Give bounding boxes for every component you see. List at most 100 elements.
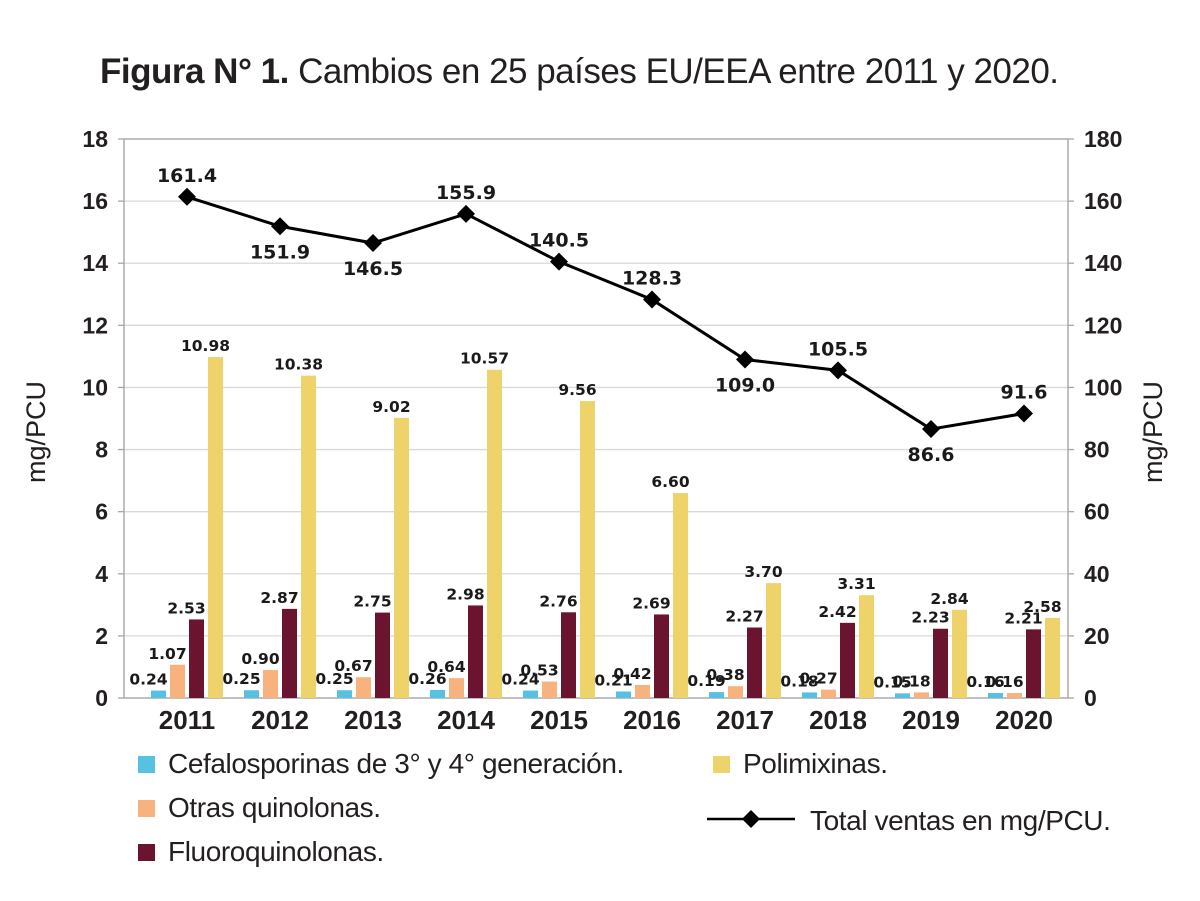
bar-value-label: 0.19 bbox=[687, 672, 725, 690]
line-value-label: 140.5 bbox=[529, 230, 589, 252]
bar-3-2019 bbox=[952, 609, 967, 698]
left-axis-title: mg/PCU bbox=[21, 381, 51, 483]
bar-1-2011 bbox=[170, 664, 185, 698]
figure-title-text: Cambios en 25 países EU/EEA entre 2011 y… bbox=[288, 52, 1059, 91]
x-axis-label: 2019 bbox=[902, 705, 960, 735]
x-axis-label: 2015 bbox=[530, 705, 588, 735]
legend-swatch-otras-quinolonas bbox=[138, 799, 155, 817]
bar-1-2013 bbox=[356, 677, 371, 698]
bar-value-label: 2.21 bbox=[1004, 609, 1042, 627]
right-axis-tick-label: 40 bbox=[1084, 561, 1110, 587]
line-marker-diamond bbox=[457, 204, 475, 223]
line-value-label: 161.4 bbox=[157, 165, 217, 187]
bar-3-2012 bbox=[301, 375, 316, 698]
left-axis-tick-label: 12 bbox=[82, 312, 108, 338]
bar-value-label: 0.42 bbox=[613, 665, 651, 683]
right-axis-tick-label: 80 bbox=[1084, 437, 1110, 463]
bar-value-label: 0.21 bbox=[594, 671, 632, 689]
bar-2-2013 bbox=[375, 612, 390, 698]
bar-1-2015 bbox=[542, 681, 557, 698]
bar-1-2014 bbox=[449, 678, 464, 698]
legend-item-total-ventas: Total ventas en mg/PCU. bbox=[705, 805, 1111, 837]
x-axis-label: 2018 bbox=[809, 705, 867, 735]
bar-value-label: 2.98 bbox=[446, 585, 484, 603]
right-axis-tick-label: 160 bbox=[1084, 188, 1122, 214]
bar-0-2018 bbox=[802, 692, 817, 698]
line-value-label: 151.9 bbox=[250, 241, 310, 263]
bar-value-label: 0.25 bbox=[222, 670, 260, 688]
legend-swatch-polimixinas bbox=[713, 755, 730, 773]
right-axis-title: mg/PCU bbox=[1138, 381, 1168, 483]
line-marker-diamond bbox=[364, 234, 382, 253]
total-line bbox=[186, 195, 1025, 431]
bar-3-2020 bbox=[1045, 617, 1060, 698]
left-axis-tick-label: 18 bbox=[82, 126, 108, 152]
line-marker-diamond bbox=[643, 290, 661, 309]
bar-1-2019 bbox=[914, 692, 929, 698]
line-marker-diamond bbox=[922, 420, 940, 439]
bar-3-2018 bbox=[859, 595, 874, 698]
bar-value-label: 0.16 bbox=[985, 673, 1023, 691]
left-axis-tick-label: 8 bbox=[95, 437, 108, 463]
bar-value-label: 0.90 bbox=[241, 650, 279, 668]
bar-3-2015 bbox=[580, 401, 595, 698]
bar-value-label: 10.57 bbox=[460, 350, 509, 368]
bar-2-2015 bbox=[561, 612, 576, 698]
bar-3-2017 bbox=[766, 583, 781, 698]
bar-value-label: 10.98 bbox=[181, 337, 230, 355]
legend-label-fluoroquinolonas: Fluoroquinolonas. bbox=[168, 836, 384, 867]
right-axis-tick-label: 100 bbox=[1084, 374, 1122, 400]
bar-value-label: 0.27 bbox=[799, 670, 837, 688]
bar-value-label: 6.60 bbox=[651, 473, 689, 491]
bar-0-2012 bbox=[244, 690, 259, 698]
bar-1-2020 bbox=[1007, 693, 1022, 698]
bar-value-label: 2.23 bbox=[911, 609, 949, 627]
bar-value-label: 0.25 bbox=[315, 670, 353, 688]
right-axis-tick-label: 180 bbox=[1084, 126, 1122, 152]
figure-title: Figura N° 1. Cambios en 25 países EU/EEA… bbox=[100, 52, 1059, 92]
line-series-marker-icon bbox=[705, 806, 797, 837]
bar-value-label: 2.27 bbox=[725, 608, 763, 626]
legend-label-polimixinas: Polimixinas. bbox=[743, 748, 888, 779]
bar-value-label: 2.76 bbox=[539, 592, 577, 610]
bar-1-2017 bbox=[728, 686, 743, 698]
bar-0-2019 bbox=[895, 693, 910, 698]
line-marker-diamond bbox=[271, 217, 289, 236]
bar-2-2020 bbox=[1026, 629, 1041, 698]
bar-0-2015 bbox=[523, 690, 538, 698]
legend-swatch-cefalosporinas bbox=[138, 755, 155, 773]
legend-item-otras-quinolonas: Otras quinolonas. bbox=[138, 792, 381, 824]
left-axis-tick-label: 0 bbox=[95, 685, 108, 711]
bar-value-label: 0.67 bbox=[334, 657, 372, 675]
line-marker-diamond bbox=[178, 187, 196, 206]
left-axis-tick-label: 10 bbox=[82, 374, 108, 400]
legend-label-total-ventas: Total ventas en mg/PCU. bbox=[810, 805, 1111, 836]
line-marker-diamond bbox=[1015, 404, 1033, 423]
bar-2-2012 bbox=[282, 608, 297, 698]
bar-2-2014 bbox=[468, 605, 483, 698]
bar-2-2017 bbox=[747, 627, 762, 698]
bar-value-label: 9.56 bbox=[558, 381, 596, 399]
bar-value-label: 0.24 bbox=[129, 671, 167, 689]
bar-2-2016 bbox=[654, 614, 669, 698]
bar-value-label: 0.64 bbox=[427, 658, 465, 676]
bar-2-2019 bbox=[933, 628, 948, 698]
bar-value-label: 0.18 bbox=[780, 672, 818, 690]
right-axis-tick-label: 20 bbox=[1084, 623, 1110, 649]
chart-canvas: 0246810121416180204060801001201401601800… bbox=[21, 126, 1168, 735]
bar-value-label: 2.42 bbox=[818, 603, 856, 621]
bar-value-label: 0.15 bbox=[873, 673, 911, 691]
legend-item-cefalosporinas: Cefalosporinas de 3° y 4° generación. bbox=[138, 748, 624, 780]
bar-value-label: 0.18 bbox=[892, 672, 930, 690]
left-axis-tick-label: 14 bbox=[82, 250, 108, 276]
left-axis-tick-label: 16 bbox=[82, 188, 108, 214]
bar-value-label: 0.38 bbox=[706, 666, 744, 684]
bar-3-2011 bbox=[208, 357, 223, 698]
bar-0-2013 bbox=[337, 690, 352, 698]
line-marker-diamond bbox=[829, 361, 847, 380]
line-value-label: 155.9 bbox=[436, 182, 496, 204]
bar-3-2013 bbox=[394, 417, 409, 698]
bar-2-2011 bbox=[189, 619, 204, 698]
bar-value-label: 0.53 bbox=[520, 662, 558, 680]
